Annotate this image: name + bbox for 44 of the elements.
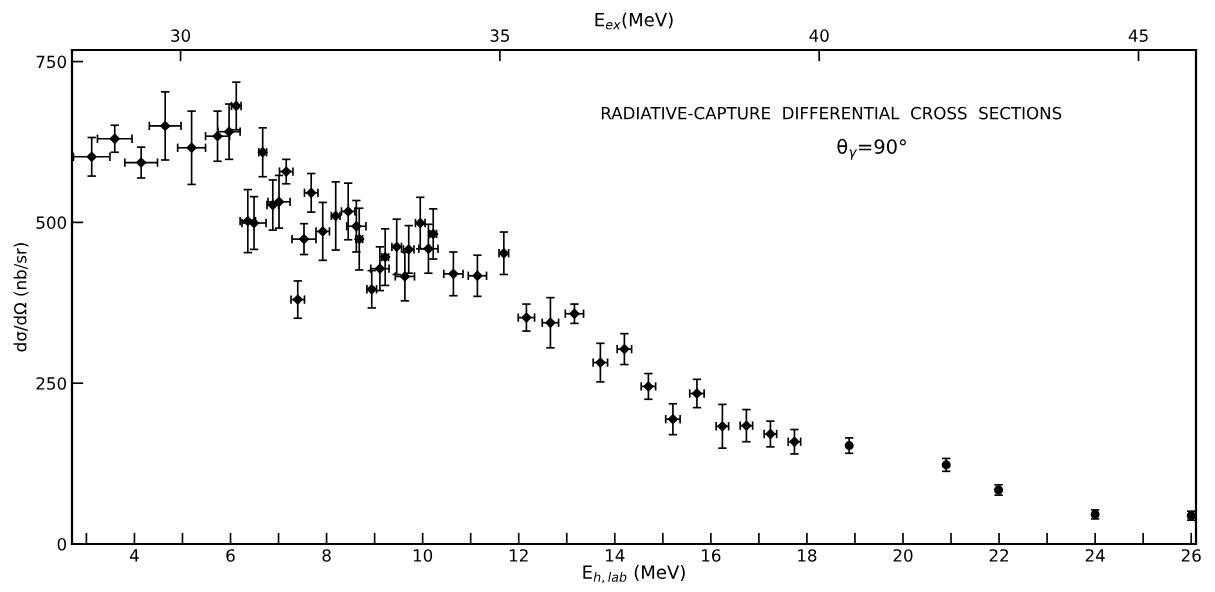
point: [273, 196, 285, 207]
point: [351, 221, 362, 232]
point: [298, 233, 310, 245]
annotation: θ$_{γ}$=90°: [837, 138, 906, 160]
point: [423, 243, 434, 254]
x2-tick-label: 45: [1128, 29, 1148, 42]
point: [223, 126, 235, 137]
x-tick-label: 14: [606, 549, 625, 562]
point: [186, 142, 197, 153]
point: [374, 263, 386, 274]
x2-tick-label: 40: [809, 29, 829, 42]
x-tick-label: 6: [226, 549, 235, 562]
x-tick-label: 26: [1181, 549, 1201, 562]
y-tick-label: 250: [36, 377, 67, 390]
x-tick-label: 24: [1085, 549, 1105, 562]
y-tick-label: 500: [36, 216, 67, 229]
y-tick-label: 750: [36, 55, 67, 69]
point: [212, 131, 223, 142]
x-tick-label: 18: [798, 549, 817, 562]
point: [472, 270, 483, 281]
point: [109, 133, 120, 144]
x-tick-label: 12: [509, 549, 528, 562]
x2-tick-label: 35: [490, 29, 510, 42]
y-tick-label: 0: [57, 537, 67, 551]
point: [844, 441, 854, 451]
point: [399, 271, 410, 282]
x-tick-label: 8: [322, 549, 331, 562]
point: [521, 312, 532, 323]
point: [448, 268, 459, 279]
x-tick-label: 4: [129, 549, 139, 562]
x-tick-label: 20: [893, 549, 913, 562]
point: [86, 151, 97, 162]
point: [545, 317, 556, 328]
point: [136, 157, 147, 168]
x-axis-title: E$_{h,lab}$ (MeV): [583, 564, 685, 584]
point: [569, 308, 580, 319]
annotation: RADIATIVE-CAPTURE DIFFERENTIAL CROSS SECTIONS: [601, 106, 1062, 120]
x2-axis-title: E$_{ex}$(MeV): [595, 12, 673, 30]
x-tick-label: 10: [413, 549, 433, 562]
x-tick-label: 16: [702, 549, 721, 562]
y-axis-title: dσ/dΩ (nb/sr): [13, 243, 29, 352]
x-tick-label: 22: [989, 549, 1008, 562]
point: [160, 120, 171, 132]
x2-tick-label: 30: [171, 29, 191, 42]
